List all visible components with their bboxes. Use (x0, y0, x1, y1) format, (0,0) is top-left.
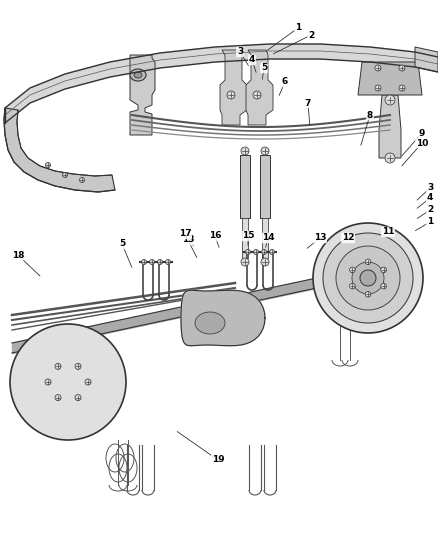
Circle shape (381, 284, 386, 289)
Circle shape (55, 364, 61, 369)
Circle shape (323, 233, 413, 323)
Text: 7: 7 (305, 99, 311, 108)
Polygon shape (358, 62, 422, 95)
Ellipse shape (195, 312, 225, 334)
Circle shape (336, 246, 400, 310)
Polygon shape (5, 44, 438, 123)
Circle shape (149, 260, 155, 264)
Circle shape (55, 394, 61, 401)
Text: 15: 15 (242, 231, 254, 240)
Circle shape (50, 364, 86, 400)
Circle shape (399, 65, 405, 71)
Circle shape (85, 379, 91, 385)
Text: 19: 19 (212, 456, 224, 464)
Text: 5: 5 (261, 63, 267, 72)
Text: 5: 5 (119, 239, 125, 248)
Circle shape (350, 284, 355, 289)
Ellipse shape (130, 69, 146, 81)
Circle shape (75, 394, 81, 401)
Text: 3: 3 (427, 183, 433, 192)
Polygon shape (246, 50, 273, 125)
Circle shape (254, 249, 258, 254)
Text: 1: 1 (295, 23, 301, 33)
Text: 13: 13 (314, 233, 326, 243)
Polygon shape (4, 108, 115, 192)
Text: 12: 12 (342, 233, 354, 243)
Text: 10: 10 (416, 139, 428, 148)
Circle shape (360, 270, 376, 286)
Circle shape (33, 347, 103, 417)
Text: 18: 18 (12, 251, 24, 260)
Polygon shape (220, 50, 247, 125)
Polygon shape (260, 155, 270, 218)
Circle shape (227, 91, 235, 99)
Circle shape (261, 147, 269, 155)
Circle shape (141, 260, 146, 264)
Polygon shape (240, 155, 250, 218)
Circle shape (166, 260, 170, 264)
Circle shape (10, 324, 126, 440)
Circle shape (246, 249, 251, 254)
Text: 16: 16 (209, 231, 221, 240)
Circle shape (350, 267, 355, 273)
Circle shape (385, 95, 395, 105)
Polygon shape (379, 95, 401, 158)
Text: 1: 1 (427, 217, 433, 227)
Polygon shape (181, 290, 265, 346)
Circle shape (80, 177, 85, 182)
Ellipse shape (134, 72, 142, 78)
Circle shape (241, 147, 249, 155)
Circle shape (158, 260, 162, 264)
Text: 3: 3 (237, 47, 243, 56)
Circle shape (60, 374, 76, 390)
Circle shape (75, 364, 81, 369)
Text: 4: 4 (427, 193, 433, 203)
Circle shape (20, 334, 116, 430)
Circle shape (45, 379, 51, 385)
Circle shape (352, 262, 384, 294)
Circle shape (63, 173, 67, 177)
Polygon shape (415, 47, 438, 72)
Polygon shape (130, 55, 155, 135)
Circle shape (375, 85, 381, 91)
Text: 2: 2 (427, 206, 433, 214)
Circle shape (365, 259, 371, 264)
Circle shape (261, 258, 269, 266)
Circle shape (261, 249, 266, 254)
Text: 11: 11 (382, 228, 394, 237)
Circle shape (269, 249, 275, 254)
Text: 14: 14 (261, 233, 274, 243)
Polygon shape (242, 218, 248, 258)
Text: 2: 2 (308, 30, 314, 39)
Text: 6: 6 (282, 77, 288, 86)
Text: 17: 17 (179, 230, 191, 238)
Polygon shape (262, 218, 268, 258)
Circle shape (385, 153, 395, 163)
Circle shape (365, 292, 371, 297)
Circle shape (241, 258, 249, 266)
Circle shape (375, 65, 381, 71)
Circle shape (46, 163, 50, 167)
Text: 13: 13 (182, 236, 194, 245)
Text: 9: 9 (419, 128, 425, 138)
Circle shape (399, 85, 405, 91)
Text: 8: 8 (367, 110, 373, 119)
Circle shape (253, 91, 261, 99)
Circle shape (381, 267, 386, 273)
Circle shape (313, 223, 423, 333)
Text: 4: 4 (249, 55, 255, 64)
